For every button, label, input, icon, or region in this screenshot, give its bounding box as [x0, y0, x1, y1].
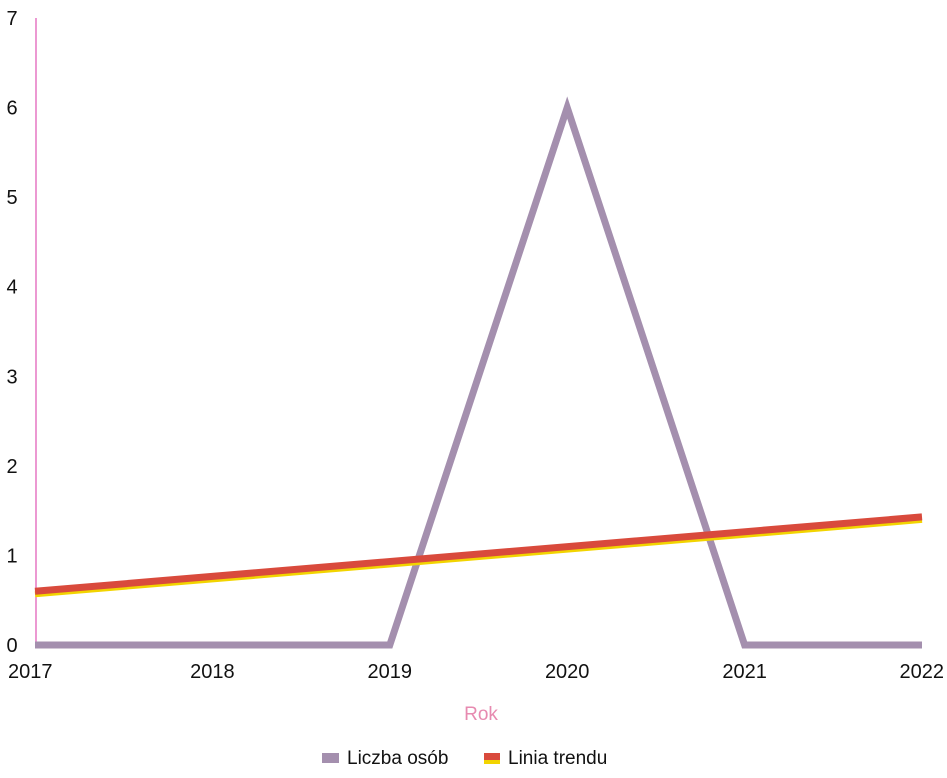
legend: Liczba osób Linia trendu	[322, 748, 607, 769]
legend-item: Linia trendu	[484, 748, 607, 769]
series-line-liczba-osob	[35, 108, 922, 645]
trend-line	[35, 517, 922, 591]
legend-swatch	[322, 753, 339, 763]
y-tick-label: 0	[6, 635, 17, 657]
legend-swatch-top	[484, 753, 500, 760]
series-layer	[35, 107, 922, 645]
x-tick-label: 2021	[722, 661, 767, 683]
x-axis-title: Rok	[464, 704, 498, 725]
x-tick-label: 2019	[368, 661, 413, 683]
y-tick-label: 6	[6, 98, 17, 120]
y-tick-label: 2	[6, 456, 17, 478]
x-tick-label: 2022	[900, 661, 945, 683]
legend-item: Liczba osób	[322, 748, 448, 769]
y-tick-label: 4	[6, 277, 17, 299]
legend-label: Liczba osób	[347, 748, 448, 769]
x-tick-label: 2017	[8, 661, 53, 683]
x-tick-label: 2020	[545, 661, 590, 683]
y-tick-label: 1	[6, 545, 17, 567]
y-tick-label: 3	[6, 366, 17, 388]
y-tick-label: 5	[6, 187, 17, 209]
y-tick-label: 7	[6, 8, 17, 30]
legend-label: Linia trendu	[508, 748, 607, 769]
x-tick-label: 2018	[190, 661, 235, 683]
